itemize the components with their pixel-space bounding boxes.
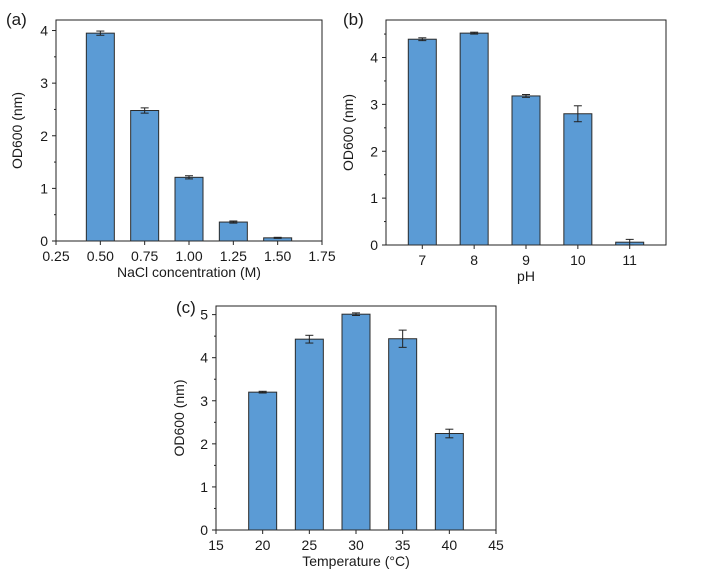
x-tick-label: 1.00 <box>175 248 202 264</box>
x-tick-label: 9 <box>522 252 530 268</box>
x-tick-label: 10 <box>570 252 586 268</box>
y-tick-label: 2 <box>200 436 208 452</box>
bar <box>294 338 324 531</box>
bar <box>341 313 371 531</box>
y-axis-label: OD600 (nm) <box>340 94 356 171</box>
bar <box>563 113 593 246</box>
y-tick-label: 3 <box>40 75 48 91</box>
bar <box>218 221 248 242</box>
x-axis-label: pH <box>517 268 535 284</box>
y-tick-label: 0 <box>40 233 48 249</box>
x-tick-label: 25 <box>302 537 318 553</box>
panel-label: (a) <box>6 10 27 29</box>
y-tick-label: 1 <box>200 479 208 495</box>
bar <box>130 110 160 242</box>
y-tick-label: 1 <box>370 190 378 206</box>
x-axis-label: NaCl concentration (M) <box>117 264 261 280</box>
x-tick-label: 0.25 <box>42 248 69 264</box>
y-axis-label: OD600 (nm) <box>9 92 25 169</box>
y-tick-label: 1 <box>40 180 48 196</box>
bar <box>85 32 115 242</box>
y-tick-label: 0 <box>370 237 378 253</box>
chart-panel-0: (a) 0 1 2 3 4 0.25 0.50 0.75 1.00 1.25 1.50 1.75 NaCl… <box>6 10 336 280</box>
panel-label: (b) <box>343 10 364 29</box>
y-tick-label: 4 <box>200 350 208 366</box>
bar <box>434 433 464 531</box>
x-tick-label: 45 <box>488 537 504 553</box>
y-axis-label: OD600 (nm) <box>171 379 187 456</box>
x-tick-label: 1.25 <box>220 248 247 264</box>
bar <box>388 338 418 531</box>
x-tick-label: 1.50 <box>264 248 291 264</box>
y-tick-label: 3 <box>200 393 208 409</box>
x-tick-label: 15 <box>208 537 224 553</box>
bar <box>174 176 204 242</box>
x-tick-label: 7 <box>418 252 426 268</box>
y-tick-label: 4 <box>40 23 48 39</box>
y-tick-label: 3 <box>370 96 378 112</box>
x-tick-label: 20 <box>255 537 271 553</box>
x-tick-label: 30 <box>348 537 364 553</box>
chart-panel-1: (b) 0 1 2 3 4 7 8 9 10 11 pH OD600 (nm) <box>340 10 667 284</box>
x-tick-label: 0.75 <box>131 248 158 264</box>
y-tick-label: 2 <box>40 128 48 144</box>
x-tick-label: 1.75 <box>308 248 335 264</box>
x-tick-label: 0.50 <box>87 248 114 264</box>
bar <box>407 38 437 246</box>
bar <box>459 32 489 246</box>
x-tick-label: 35 <box>395 537 411 553</box>
x-tick-label: 8 <box>470 252 478 268</box>
bar <box>511 95 541 246</box>
y-tick-label: 0 <box>200 522 208 538</box>
y-tick-label: 4 <box>370 50 378 66</box>
x-tick-label: 11 <box>622 252 637 268</box>
y-tick-label: 2 <box>370 143 378 159</box>
x-tick-label: 40 <box>442 537 458 553</box>
bar <box>248 391 278 531</box>
panel-label: (c) <box>176 298 196 317</box>
x-axis-label: Temperature (°C) <box>302 553 410 569</box>
y-tick-label: 5 <box>200 307 208 323</box>
